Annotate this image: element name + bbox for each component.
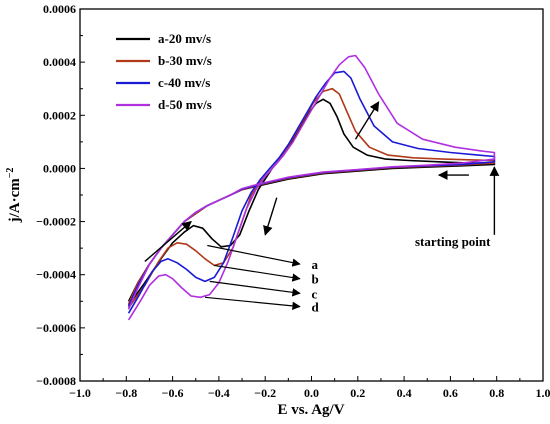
x-tick-label: −0.2 (254, 386, 276, 400)
curve-label-arrow (207, 244, 301, 267)
x-tick-label: 0.0 (304, 386, 319, 400)
legend: a-20 mv/s b-30 mv/s c-40 mv/s d-50 mv/s (116, 31, 212, 112)
y-tick-label: −0.0006 (36, 321, 76, 335)
x-tick-label: −0.6 (162, 386, 184, 400)
curve-label-arrow (214, 264, 301, 282)
curve-label-c: c (312, 286, 318, 301)
legend-label: c-40 mv/s (158, 75, 210, 90)
scan-arrow (263, 197, 278, 236)
y-tick-label: −0.0008 (36, 374, 76, 388)
starting-point-label: starting point (415, 234, 491, 249)
legend-label: b-30 mv/s (158, 53, 212, 68)
scan-arrow (354, 101, 380, 140)
legend-label: a-20 mv/s (158, 31, 211, 46)
scan-arrow (144, 220, 192, 262)
x-tick-label: 0.8 (489, 386, 504, 400)
x-tick-label: −0.8 (115, 386, 137, 400)
x-axis-title: E vs. Ag/V (277, 402, 344, 418)
curve-label-d: d (312, 300, 320, 315)
y-tick-label: 0.0006 (43, 2, 76, 16)
y-tick-label: 0.0000 (43, 161, 76, 175)
curve-label-a: a (312, 257, 319, 272)
axis-ticks: −1.0 −0.8 −0.6 −0.4 −0.2 0.0 0.2 0.4 0.6 0.8 1.0 −0… (36, 2, 550, 400)
curve-label-arrow (209, 280, 301, 297)
x-tick-label: 1.0 (536, 386, 550, 400)
x-tick-label: 0.4 (397, 386, 412, 400)
y-tick-label: −0.0004 (36, 268, 76, 282)
scan-direction-arrows (144, 101, 469, 262)
y-axis-title: j/A·cm−2 (5, 168, 23, 224)
legend-label: d-50 mv/s (158, 97, 212, 112)
x-tick-label: 0.6 (443, 386, 458, 400)
series-layer (127, 54, 496, 321)
curve-label-arrow (204, 296, 301, 311)
y-tick-label: −0.0002 (36, 215, 76, 229)
y-tick-label: 0.0002 (43, 108, 76, 122)
y-axis-title-superscript: −2 (5, 168, 16, 179)
series-line-d (127, 54, 496, 321)
curve-label-b: b (312, 272, 319, 287)
x-tick-label: −0.4 (208, 386, 230, 400)
x-tick-label: −1.0 (69, 386, 91, 400)
plot-frame (79, 8, 544, 382)
y-tick-label: 0.0004 (43, 55, 76, 69)
x-tick-label: 0.2 (350, 386, 365, 400)
